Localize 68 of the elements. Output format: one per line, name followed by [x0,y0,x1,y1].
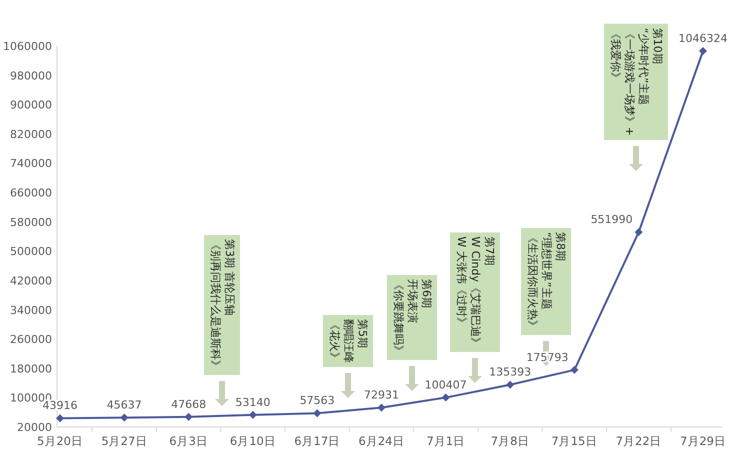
y-tick-label: 340000 [10,304,52,317]
annotation: 第6期 开场表演 《你要跳舞吗》 [387,275,437,360]
x-tick-label: 7月15日 [551,434,598,448]
y-tick-label: 740000 [10,157,52,170]
annotation: 第3期 首轮压轴 《别再问我什么是迪斯科》 [204,235,240,375]
annotation: 《生活因你而火热》 [526,232,539,331]
y-tick-label: 580000 [10,216,52,229]
point [56,414,64,422]
data-label: 53140 [235,396,270,409]
data-label: 57563 [300,394,335,408]
data-label: 45637 [106,398,142,412]
data-label: 1046324 [678,32,728,46]
annotation: 第5期 翻唱汪峰 《花火》 [323,315,373,367]
point [313,409,322,418]
x-tick-label: 7月1日 [426,434,466,448]
annotation: “少年时代”主题 [637,28,650,106]
y-tick-label: 20000 [17,421,52,434]
point [248,410,257,419]
annotation: 《一场游戏一场梦》+ [623,28,636,136]
x-tick-label: 5月27日 [101,434,148,448]
point [699,47,707,56]
annotation: 开场表演 [406,279,419,323]
y-tick-label: 900000 [10,98,52,112]
annotation: 第6期 [420,279,433,308]
annotation: 第8期 [554,232,567,261]
x-tick-label: 5月20日 [37,434,83,448]
point [570,366,578,374]
y-tick-label: 500000 [10,245,52,258]
y-tick-label: 420000 [10,274,52,288]
data-label: 551990 [590,213,633,226]
data-label: 47668 [171,398,206,411]
data-label: 72931 [364,388,399,402]
annotation: 第7期 [483,236,496,266]
annotation: 第5期 [356,319,369,348]
point [378,404,386,412]
annotation: 《花火》 [328,319,341,363]
annotation: 翻唱汪峰 [342,319,355,363]
y-tick-label: 820000 [10,128,52,141]
annotation: 第3期 首轮压轴 [223,239,236,316]
x-tick-label: 6月10日 [230,434,276,448]
annotation: 《我爱你》 [609,28,622,83]
x-tick-label: 6月24日 [358,434,404,448]
y-tick-label: 1060000 [3,40,52,53]
point [184,412,193,421]
x-tick-label: 6月3日 [169,434,208,448]
annotation: W 大张伟《过时》 [455,236,468,328]
annotation: 第10期 [651,28,664,64]
annotation: 《你要跳舞吗》 [392,279,405,356]
data-label: 135393 [489,366,532,379]
x-tick-label: 7月8日 [490,434,530,448]
data-label: 175793 [526,350,568,364]
point [634,228,643,236]
point [120,414,128,422]
point [506,380,514,389]
point [442,394,450,402]
y-tick-label: 660000 [10,186,52,200]
data-label: 100407 [424,378,467,392]
annotation: 第7期 W Cindy《艾瑞巴迪》 W 大张伟《过时》 [450,232,500,352]
x-tick-label: 7月22日 [616,434,662,448]
y-tick-label: 260000 [10,333,52,346]
y-tick-label: 180000 [10,362,52,376]
x-tick-label: 7月29日 [680,434,726,448]
x-tick-label: 6月17日 [294,434,340,448]
annotation: “理想世界”主题 [540,232,553,310]
annotation: 第8期 “理想世界”主题 《生活因你而火热》 [521,228,571,335]
annotation: 《别再问我什么是迪斯科》 [209,239,222,371]
annotation: W Cindy《艾瑞巴迪》 [469,236,482,348]
y-tick-label: 980000 [10,69,52,82]
